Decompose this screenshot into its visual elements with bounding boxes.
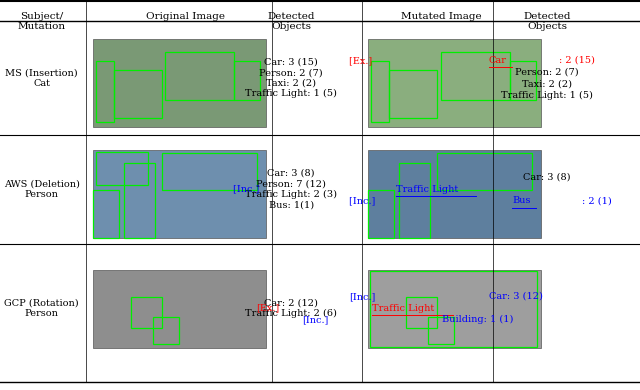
Text: Car: 3 (8)
Person: 7 (12)
Traffic Light: 2 (3)
Bus: 1(1): Car: 3 (8) Person: 7 (12) Traffic Light:… <box>245 169 337 209</box>
Bar <box>437 153 532 190</box>
Text: GCP (Rotation)
Person: GCP (Rotation) Person <box>4 298 79 318</box>
Bar <box>399 163 430 238</box>
Text: Car: 3 (12): Car: 3 (12) <box>489 292 543 301</box>
Text: Car: Car <box>489 56 507 65</box>
Text: [Ex.]: [Ex.] <box>256 303 279 313</box>
Bar <box>113 70 162 118</box>
Text: [Inc.]: [Inc.] <box>233 184 262 194</box>
Text: Person: 2 (7): Person: 2 (7) <box>515 67 579 77</box>
Bar <box>429 317 454 344</box>
Bar <box>234 61 260 100</box>
Bar <box>371 61 388 122</box>
Text: Mutated Image: Mutated Image <box>401 12 482 21</box>
Text: Subject/
Mutation: Subject/ Mutation <box>17 12 66 31</box>
Text: Traffic Light: Traffic Light <box>396 184 458 194</box>
Text: [Ex.]: [Ex.] <box>349 56 376 65</box>
Bar <box>154 317 179 344</box>
Bar <box>93 39 266 127</box>
Bar <box>368 39 541 127</box>
Bar <box>93 150 266 238</box>
Text: Taxi: 2 (2): Taxi: 2 (2) <box>522 79 572 89</box>
Text: Original Image: Original Image <box>146 12 225 21</box>
Text: Detected
Objects: Detected Objects <box>524 12 571 31</box>
Text: Building: 1 (1): Building: 1 (1) <box>442 315 514 324</box>
Text: [Inc.]: [Inc.] <box>349 196 379 206</box>
Bar <box>131 297 162 328</box>
Text: Car: 3 (15)
Person: 2 (7)
Taxi: 2 (2)
Traffic Light: 1 (5): Car: 3 (15) Person: 2 (7) Taxi: 2 (2) Tr… <box>245 58 337 98</box>
Text: Traffic Light: 1 (5): Traffic Light: 1 (5) <box>501 91 593 100</box>
Bar <box>368 150 541 238</box>
Bar <box>96 152 148 185</box>
Text: Bus: Bus <box>512 196 531 206</box>
Text: MS (Insertion)
Cat: MS (Insertion) Cat <box>5 68 78 88</box>
Bar <box>165 52 234 100</box>
Bar <box>162 153 257 190</box>
Bar <box>440 52 509 100</box>
Bar <box>124 163 155 238</box>
Bar <box>93 190 119 238</box>
Text: Traffic Light: Traffic Light <box>372 303 435 313</box>
Text: [Inc.]: [Inc.] <box>303 315 329 324</box>
Bar <box>93 270 266 348</box>
Bar <box>388 70 437 118</box>
Bar <box>368 270 541 348</box>
Text: AWS (Deletion)
Person: AWS (Deletion) Person <box>4 179 79 199</box>
Text: Car: 2 (12)
Traffic Light: 2 (6): Car: 2 (12) Traffic Light: 2 (6) <box>245 298 337 318</box>
Text: [Inc.]: [Inc.] <box>349 292 376 301</box>
Bar <box>370 271 538 347</box>
Text: Car: 3 (8): Car: 3 (8) <box>524 173 571 182</box>
Text: Detected
Objects: Detected Objects <box>268 12 315 31</box>
Text: : 2 (15): : 2 (15) <box>559 56 595 65</box>
Bar <box>368 190 394 238</box>
Bar <box>509 61 536 100</box>
Text: : 2 (1): : 2 (1) <box>582 196 612 206</box>
Bar <box>96 61 113 122</box>
Bar <box>406 297 437 328</box>
